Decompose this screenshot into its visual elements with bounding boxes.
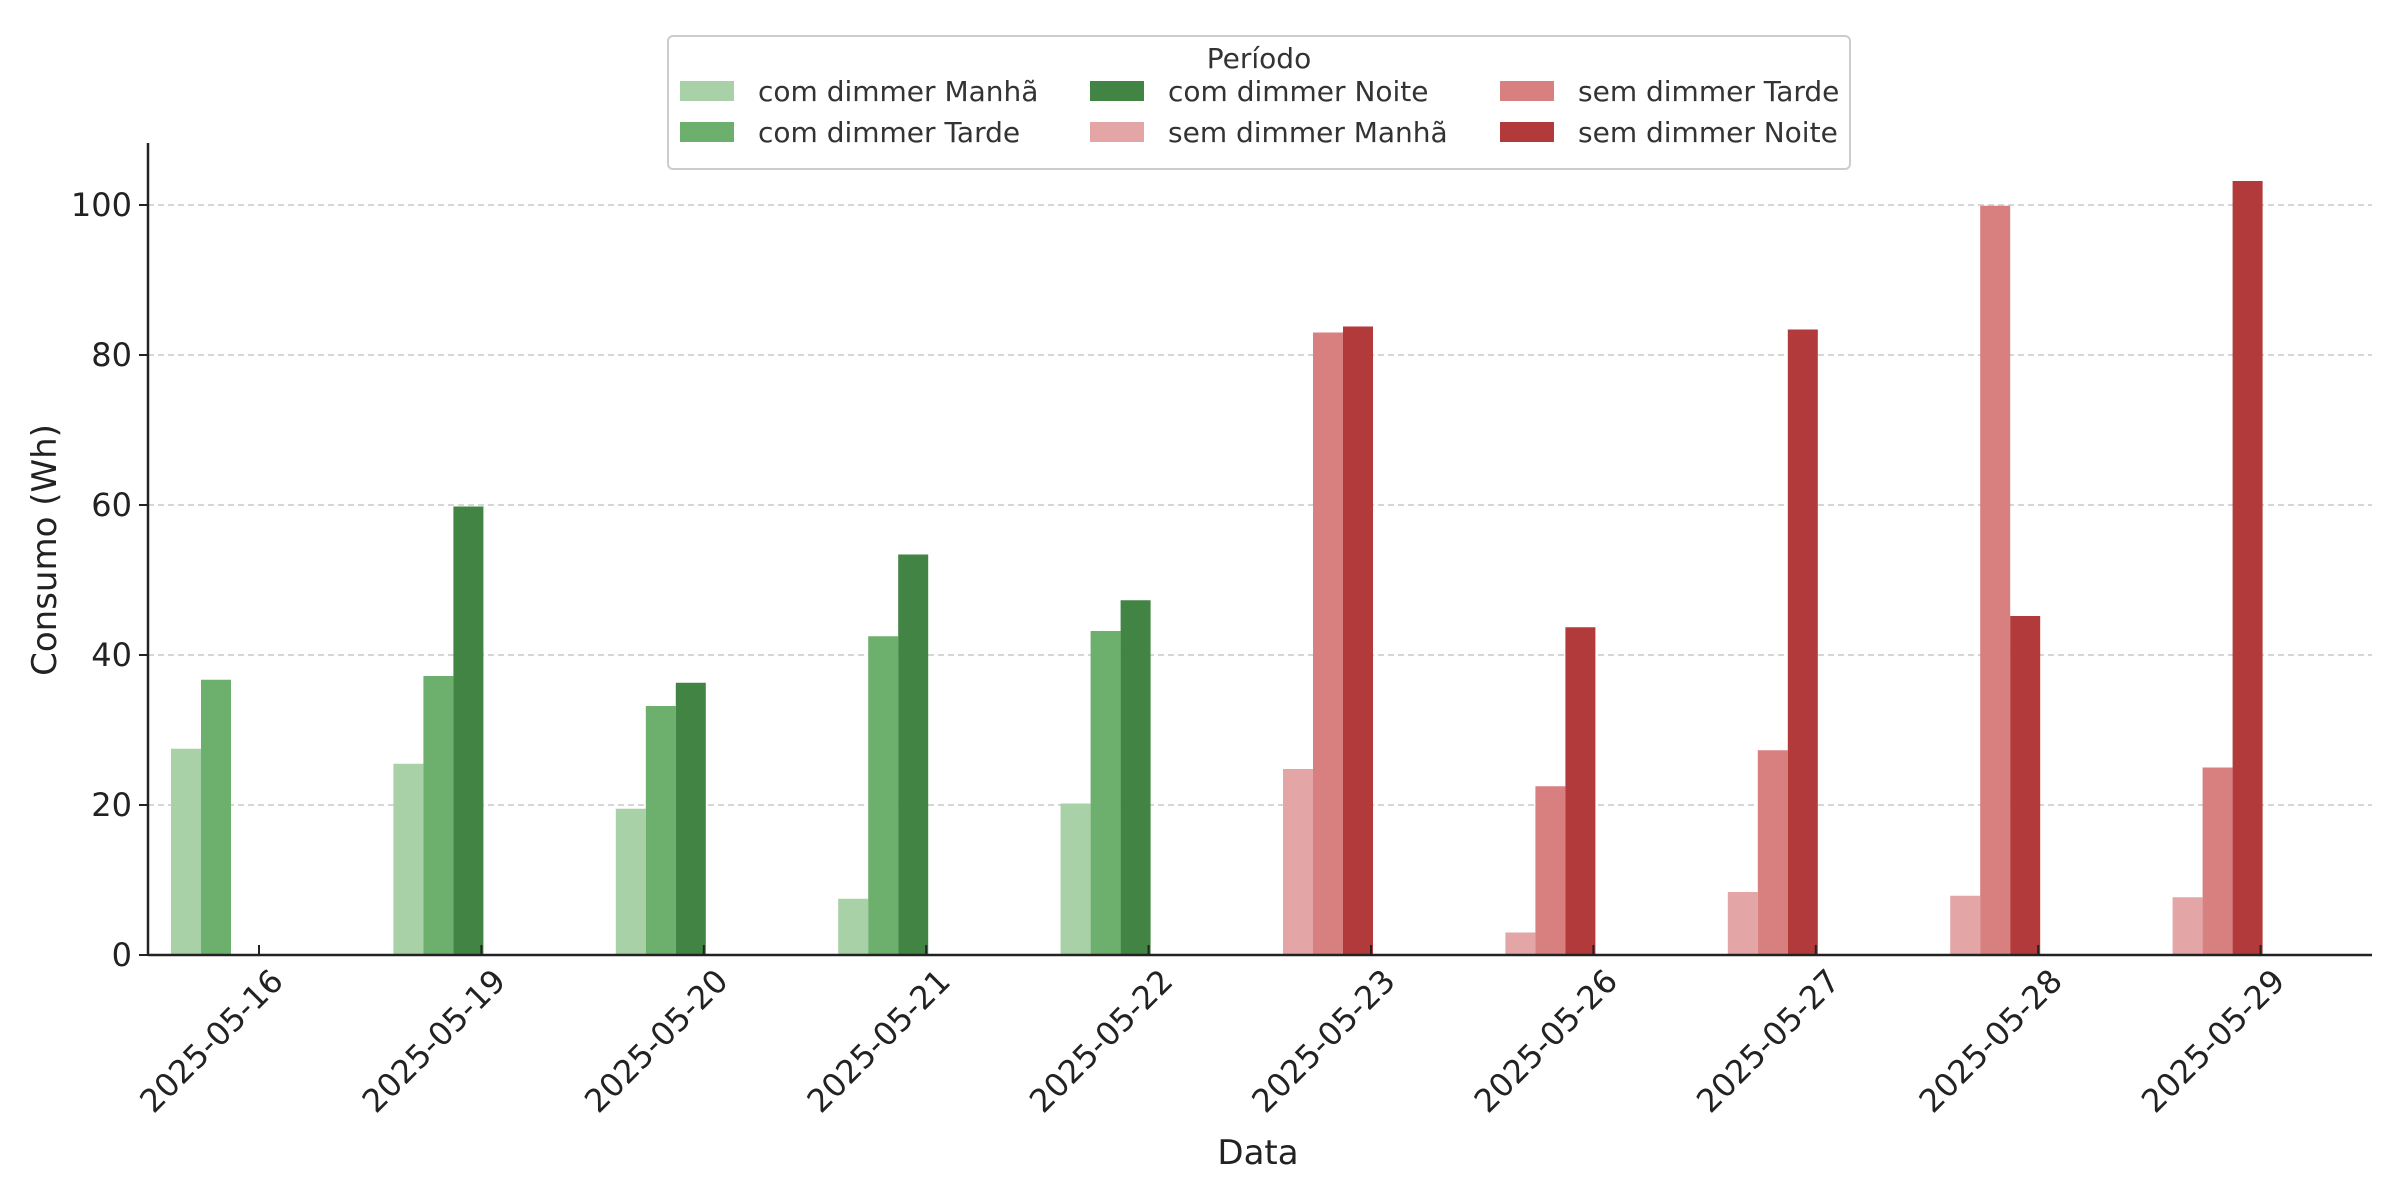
x-tick-label: 2025-05-23 [1244, 962, 1402, 1120]
bar [453, 506, 484, 955]
y-tick-label: 60 [91, 486, 132, 524]
legend-title: Período [1207, 42, 1311, 75]
legend-swatch [1090, 81, 1144, 101]
bar [615, 808, 646, 955]
bar [2232, 181, 2263, 955]
bar [645, 706, 676, 955]
legend-swatch [1500, 122, 1554, 142]
bar [201, 679, 231, 955]
x-tick-label: 2025-05-16 [132, 962, 290, 1120]
y-tick-label: 0 [112, 936, 132, 974]
bar [675, 682, 706, 955]
x-tick-label: 2025-05-20 [577, 962, 735, 1120]
x-tick-label: 2025-05-29 [2134, 962, 2292, 1120]
y-tick-label: 80 [91, 336, 132, 374]
legend-box [667, 35, 1851, 170]
x-tick-label: 2025-05-19 [355, 962, 513, 1120]
bar [423, 676, 454, 955]
legend-label: sem dimmer Tarde [1578, 75, 1839, 108]
bar [838, 898, 869, 955]
bar [1535, 786, 1566, 955]
legend-swatch [680, 81, 734, 101]
bar [1505, 932, 1536, 955]
y-tick-label: 100 [71, 186, 132, 224]
bar [1343, 326, 1373, 955]
bar [1313, 332, 1343, 955]
bar [2172, 897, 2203, 955]
bar [1787, 329, 1818, 955]
bar [1283, 769, 1313, 955]
legend-label: com dimmer Tarde [758, 116, 1020, 149]
bar [1980, 205, 2011, 955]
legend-label: com dimmer Manhã [758, 75, 1038, 108]
y-axis-title: Consumo (Wh) [25, 424, 65, 676]
legend-swatch [1090, 122, 1144, 142]
bar [2010, 616, 2041, 955]
legend-swatch [1500, 81, 1554, 101]
y-tick-label: 40 [91, 636, 132, 674]
x-axis-title: Data [1217, 1133, 1298, 1173]
y-tick-label: 20 [91, 786, 132, 824]
bar [898, 554, 929, 955]
legend-label: sem dimmer Manhã [1168, 116, 1448, 149]
bar [171, 748, 201, 955]
x-tick-label: 2025-05-21 [799, 962, 957, 1120]
bar [1950, 895, 1981, 955]
x-tick-label: 2025-05-27 [1689, 962, 1847, 1120]
x-tick-label: 2025-05-28 [1911, 962, 2069, 1120]
legend-label: com dimmer Noite [1168, 75, 1429, 108]
legend-swatch [680, 122, 734, 142]
bar [1060, 803, 1091, 955]
bar [2202, 767, 2233, 955]
legend: Período com dimmer Manhã com dimmer Tarde c… [667, 35, 1851, 170]
bar [1090, 631, 1121, 955]
bar [868, 636, 899, 955]
x-tick-label: 2025-05-26 [1467, 962, 1625, 1120]
legend-label: sem dimmer Noite [1578, 116, 1838, 149]
bar [1727, 892, 1758, 955]
bar [393, 763, 424, 955]
x-tick-label: 2025-05-22 [1022, 962, 1180, 1120]
bar [1120, 600, 1151, 955]
bar [1565, 627, 1596, 955]
bars [171, 181, 2263, 955]
bar [1757, 750, 1788, 955]
